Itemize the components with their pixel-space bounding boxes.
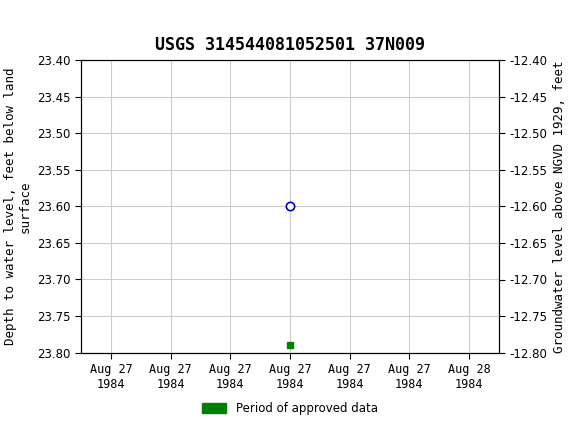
Y-axis label: Groundwater level above NGVD 1929, feet: Groundwater level above NGVD 1929, feet xyxy=(553,60,566,353)
Text: USGS 314544081052501 37N009: USGS 314544081052501 37N009 xyxy=(155,36,425,54)
Text: USGS: USGS xyxy=(41,12,110,33)
Legend: Period of approved data: Period of approved data xyxy=(198,397,382,420)
Y-axis label: Depth to water level, feet below land
surface: Depth to water level, feet below land su… xyxy=(3,68,32,345)
